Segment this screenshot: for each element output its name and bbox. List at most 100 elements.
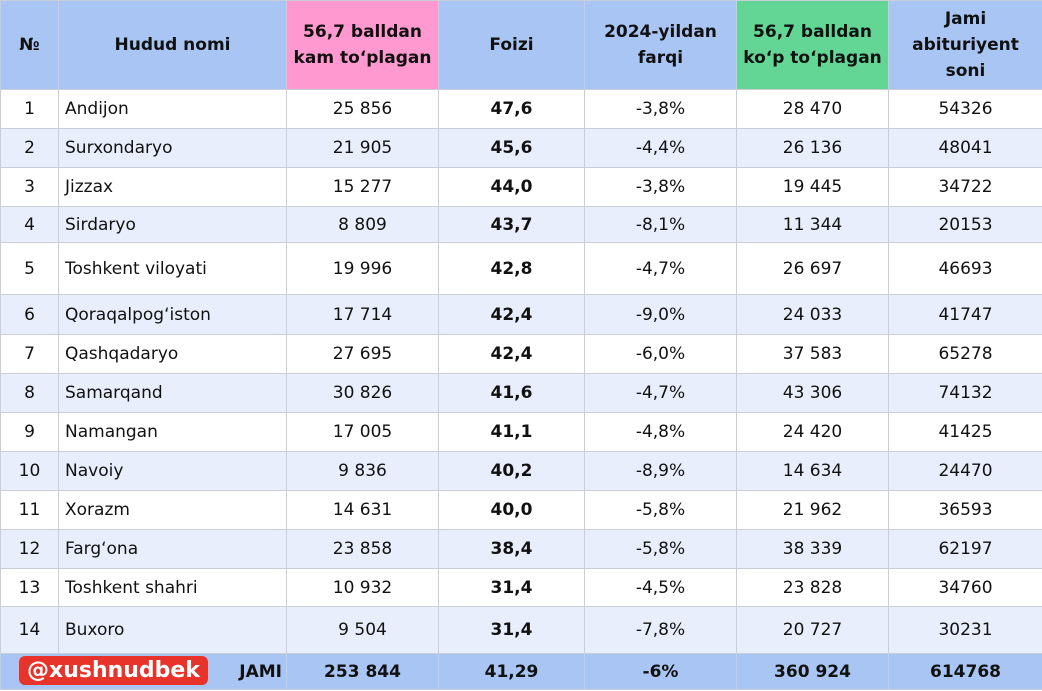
table-cell: -4,4%: [584, 128, 737, 168]
table-cell: -9,0%: [584, 294, 737, 335]
table-cell: -5,8%: [584, 490, 737, 530]
table-cell: 43,7: [438, 206, 585, 243]
total-cell: 253 844: [286, 653, 439, 690]
table-cell: 17 005: [286, 412, 439, 452]
table-cell: Jizzax: [58, 167, 287, 207]
table-cell: 37 583: [736, 334, 889, 374]
table-cell: 3: [0, 167, 59, 207]
table-cell: -4,7%: [584, 373, 737, 413]
table-cell: 40,0: [438, 490, 585, 530]
table-cell: 17 714: [286, 294, 439, 335]
table-cell: 24 420: [736, 412, 889, 452]
table-cell: 4: [0, 206, 59, 243]
table-row: 5 Toshkent viloyati 19 996 42,8 -4,7% 26 697 4…: [0, 242, 1042, 295]
column-header: Jami abituriyent soni: [888, 0, 1042, 90]
table-cell: 38 339: [736, 529, 889, 569]
table-cell: Toshkent viloyati: [58, 242, 287, 295]
table-cell: 15 277: [286, 167, 439, 207]
table-cell: 74132: [888, 373, 1042, 413]
table-cell: 2: [0, 128, 59, 168]
column-header: 56,7 balldan ko‘p to‘plagan: [736, 0, 889, 90]
footer-row: @xushnudbek JAMI 253 844 41,29 -6% 360 924 614…: [0, 653, 1042, 690]
table-cell: 8 809: [286, 206, 439, 243]
watermark: @xushnudbek: [19, 655, 208, 685]
table-cell: Buxoro: [58, 606, 287, 654]
table-cell: 34760: [888, 568, 1042, 607]
table-cell: -3,8%: [584, 167, 737, 207]
table-row: 9 Namangan 17 005 41,1 -4,8% 24 420 41425: [0, 412, 1042, 452]
table-cell: Surxondaryo: [58, 128, 287, 168]
table-cell: 14 631: [286, 490, 439, 530]
table-cell: 23 828: [736, 568, 889, 607]
table-cell: 31,4: [438, 606, 585, 654]
table-cell: 30 826: [286, 373, 439, 413]
header-row: № Hudud nomi 56,7 balldan kam to‘plagan Foi…: [0, 0, 1042, 90]
table-cell: 10 932: [286, 568, 439, 607]
table-row: 12 Farg‘ona 23 858 38,4 -5,8% 38 339 62197: [0, 529, 1042, 569]
table-cell: 26 136: [736, 128, 889, 168]
table-cell: 11: [0, 490, 59, 530]
column-header: №: [0, 0, 59, 90]
table-row: 14 Buxoro 9 504 31,4 -7,8% 20 727 30231: [0, 606, 1042, 654]
column-header: 56,7 balldan kam to‘plagan: [286, 0, 439, 90]
table-row: 3 Jizzax 15 277 44,0 -3,8% 19 445 34722: [0, 167, 1042, 207]
table-cell: Qoraqalpog‘iston: [58, 294, 287, 335]
table-cell: 30231: [888, 606, 1042, 654]
table-cell: 48041: [888, 128, 1042, 168]
table-cell: Navoiy: [58, 451, 287, 491]
table-cell: 10: [0, 451, 59, 491]
table-cell: 23 858: [286, 529, 439, 569]
table-cell: Andijon: [58, 89, 287, 129]
total-label: JAMI: [239, 661, 282, 682]
table-cell: 47,6: [438, 89, 585, 129]
table-cell: 41,1: [438, 412, 585, 452]
table-cell: 9 504: [286, 606, 439, 654]
table-row: 1 Andijon 25 856 47,6 -3,8% 28 470 54326: [0, 89, 1042, 129]
total-cell: 41,29: [438, 653, 585, 690]
table-cell: 28 470: [736, 89, 889, 129]
total-cell: 360 924: [736, 653, 889, 690]
table-cell: 45,6: [438, 128, 585, 168]
table-cell: -7,8%: [584, 606, 737, 654]
table-cell: 54326: [888, 89, 1042, 129]
table-cell: 36593: [888, 490, 1042, 530]
table-cell: 42,4: [438, 294, 585, 335]
table-cell: 6: [0, 294, 59, 335]
table-cell: 65278: [888, 334, 1042, 374]
table-cell: -6,0%: [584, 334, 737, 374]
table-cell: Qashqadaryo: [58, 334, 287, 374]
table-cell: 26 697: [736, 242, 889, 295]
table-cell: 46693: [888, 242, 1042, 295]
total-cell: 614768: [888, 653, 1042, 690]
table-cell: 20 727: [736, 606, 889, 654]
table-cell: 41,6: [438, 373, 585, 413]
table-cell: 13: [0, 568, 59, 607]
table-cell: 24 033: [736, 294, 889, 335]
table-cell: -5,8%: [584, 529, 737, 569]
table-cell: 62197: [888, 529, 1042, 569]
table-cell: 5: [0, 242, 59, 295]
table-cell: 9 836: [286, 451, 439, 491]
table-cell: 24470: [888, 451, 1042, 491]
table-cell: 14: [0, 606, 59, 654]
table-cell: -3,8%: [584, 89, 737, 129]
table-body: 1 Andijon 25 856 47,6 -3,8% 28 470 54326 2 Surxo…: [0, 89, 1042, 690]
table-cell: 21 905: [286, 128, 439, 168]
table-cell: -8,1%: [584, 206, 737, 243]
table-cell: 7: [0, 334, 59, 374]
table-cell: 12: [0, 529, 59, 569]
table-cell: 42,4: [438, 334, 585, 374]
table-row: 6 Qoraqalpog‘iston 17 714 42,4 -9,0% 24 033 41…: [0, 294, 1042, 335]
table-cell: 8: [0, 373, 59, 413]
table-row: 2 Surxondaryo 21 905 45,6 -4,4% 26 136 48041: [0, 128, 1042, 168]
column-header: 2024-yildan farqi: [584, 0, 737, 90]
table-cell: 19 996: [286, 242, 439, 295]
table-row: 10 Navoiy 9 836 40,2 -8,9% 14 634 24470: [0, 451, 1042, 491]
table-row: 13 Toshkent shahri 10 932 31,4 -4,5% 23 828 34…: [0, 568, 1042, 607]
table-cell: 9: [0, 412, 59, 452]
table-cell: 31,4: [438, 568, 585, 607]
table-cell: 19 445: [736, 167, 889, 207]
table-cell: 1: [0, 89, 59, 129]
table-cell: 43 306: [736, 373, 889, 413]
